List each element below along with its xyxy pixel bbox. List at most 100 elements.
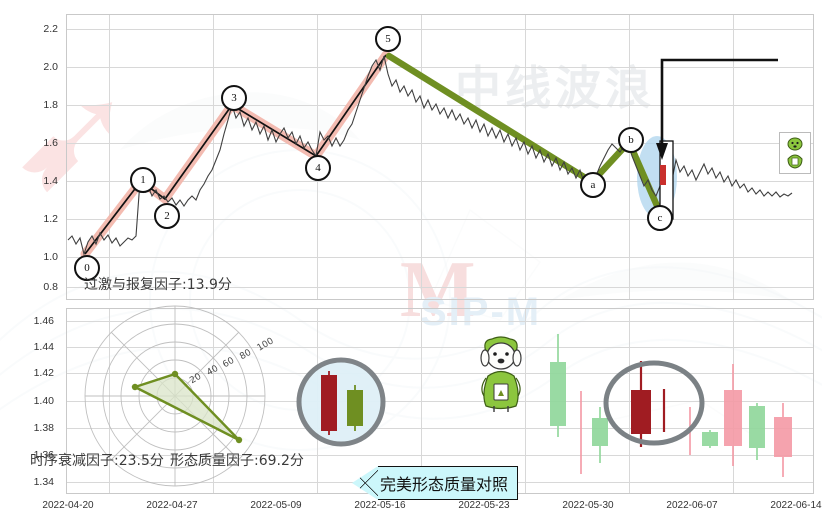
candle — [580, 391, 582, 474]
bottom-factor-annotation-1: 时序衰减因子:23.5分 — [30, 453, 164, 469]
gridline — [67, 105, 813, 106]
dog-mascot-icon — [480, 336, 522, 412]
y-axis-label: 1.46 — [33, 315, 54, 327]
gridline — [525, 309, 526, 493]
wave-node-label: b — [628, 134, 634, 146]
candle-matched — [631, 361, 651, 447]
gridline — [67, 455, 813, 456]
y-axis-label: 0.8 — [43, 281, 58, 293]
gridline — [67, 321, 813, 322]
y-axis-label: 1.36 — [33, 449, 54, 461]
dog-mascot-icon — [787, 137, 803, 169]
radar-vertex — [235, 436, 243, 444]
price-wave-plot-area — [66, 14, 814, 300]
callout-arrow-tip — [352, 466, 378, 500]
candle — [774, 403, 792, 477]
matched-pattern-circle — [603, 360, 705, 446]
y-axis-label: 1.2 — [43, 213, 58, 225]
wave-node-3[interactable]: 3 — [221, 85, 247, 111]
y-axis-label: 1.38 — [33, 422, 54, 434]
gridline — [213, 15, 214, 299]
y-axis-label: 1.42 — [33, 367, 54, 379]
x-axis-label: 2022-05-16 — [354, 500, 406, 511]
y-axis-label: 1.6 — [43, 137, 58, 149]
x-axis-label: 2022-04-27 — [146, 500, 198, 511]
x-axis-label: 2022-05-09 — [250, 500, 302, 511]
gridline — [67, 29, 813, 30]
y-axis-label: 1.44 — [33, 341, 54, 353]
gridline — [629, 309, 630, 493]
gridline — [733, 15, 734, 299]
gridline — [67, 219, 813, 220]
gridline — [67, 257, 813, 258]
radar-polygon — [133, 372, 241, 442]
wave-node-1[interactable]: 1 — [130, 167, 156, 193]
gridline — [67, 181, 813, 182]
y-axis-label: 2.0 — [43, 61, 58, 73]
x-axis-label: 2022-04-20 — [42, 500, 94, 511]
dog-mascot-icon-box[interactable] — [779, 132, 811, 174]
wave-node-label: 2 — [164, 210, 170, 222]
gridline — [109, 15, 110, 299]
top-factor-annotation: 过激与报复因子:13.9分 — [84, 277, 232, 293]
dog-mascot-illustration — [472, 334, 530, 414]
candle — [550, 334, 566, 437]
gridline — [67, 428, 813, 429]
gridline — [213, 309, 214, 493]
wave-node-label: 1 — [140, 174, 146, 186]
gridline — [67, 287, 813, 288]
wave-node-label: 5 — [385, 33, 391, 45]
wave-node-a[interactable]: a — [580, 172, 606, 198]
gridline — [67, 143, 813, 144]
x-axis-label: 2022-06-07 — [666, 500, 718, 511]
gridline — [67, 67, 813, 68]
wave-node-0[interactable]: 0 — [74, 255, 100, 281]
gridline — [67, 347, 813, 348]
x-axis-label: 2022-05-23 — [458, 500, 510, 511]
wave-node-label: 3 — [231, 92, 237, 104]
wave-node-b[interactable]: b — [618, 127, 644, 153]
wave-node-5[interactable]: 5 — [375, 26, 401, 52]
wave-node-2[interactable]: 2 — [154, 203, 180, 229]
y-axis-label: 1.34 — [33, 476, 54, 488]
signal-connector-line — [660, 58, 778, 143]
signal-marker-group — [656, 58, 778, 220]
candle — [724, 364, 742, 466]
gridline — [421, 309, 422, 493]
corrective-wave-band — [385, 52, 662, 212]
pattern-comparison-callout[interactable]: 完美形态质量对照 — [352, 466, 519, 500]
candle — [592, 407, 608, 463]
candle — [702, 430, 718, 448]
wave-node-c[interactable]: c — [647, 205, 673, 231]
gridline — [67, 401, 813, 402]
y-axis-label: 2.2 — [43, 23, 58, 35]
radar-vertex — [171, 370, 179, 378]
bottom-factor-annotation-2: 形态质量因子:69.2分 — [170, 453, 304, 469]
gridline — [67, 373, 813, 374]
gridline — [421, 15, 422, 299]
x-axis-label: 2022-05-30 — [562, 500, 614, 511]
reference-bull-candle — [347, 385, 363, 431]
candle — [749, 403, 765, 460]
gridline — [629, 15, 630, 299]
y-axis-label: 1.40 — [33, 395, 54, 407]
wave-node-label: c — [657, 212, 663, 224]
y-axis-label: 1.0 — [43, 251, 58, 263]
callout-label: 完美形态质量对照 — [378, 466, 519, 500]
wave-node-4[interactable]: 4 — [305, 155, 331, 181]
wave-node-label: a — [590, 179, 596, 191]
down-arrow-icon — [656, 143, 668, 160]
y-axis-label: 1.8 — [43, 99, 58, 111]
reference-bear-candle — [321, 371, 337, 435]
current-candle — [660, 165, 666, 185]
gridline — [525, 15, 526, 299]
radar-vertex — [131, 383, 139, 391]
x-axis-label: 2022-06-14 — [770, 500, 822, 511]
y-axis-label: 1.4 — [43, 175, 58, 187]
wave-skeleton — [84, 54, 387, 255]
